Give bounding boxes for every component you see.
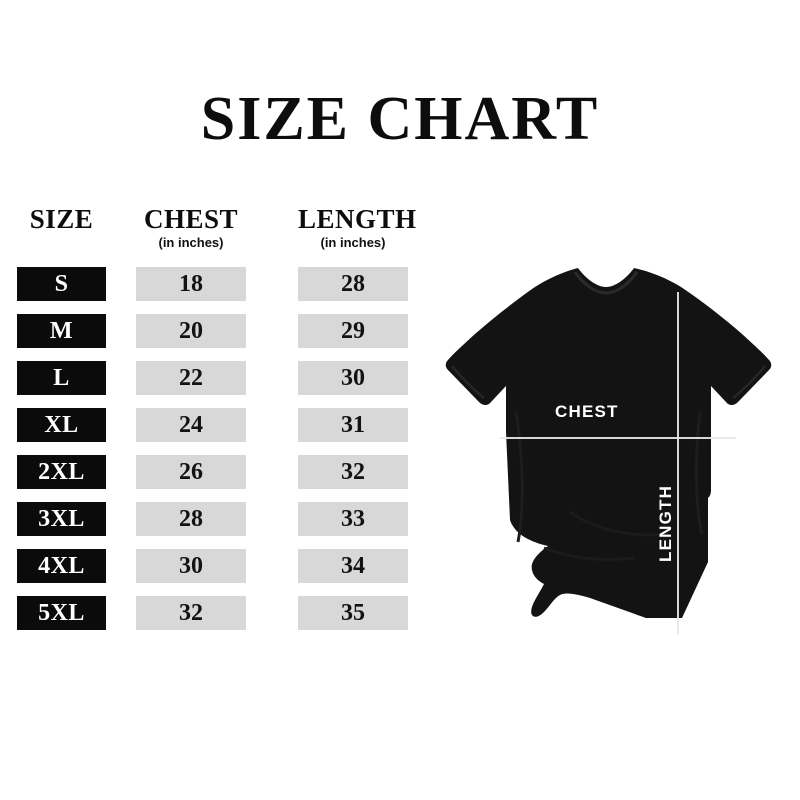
- cell-length: 29: [298, 314, 408, 348]
- tshirt-body: [445, 268, 772, 618]
- column-header-chest-units: (in inches): [158, 235, 224, 251]
- tshirt-knot-fold: [543, 546, 635, 561]
- table-row: S 18 28: [0, 267, 430, 314]
- table-row: 2XL 26 32: [0, 455, 430, 502]
- cell-size: XL: [17, 408, 106, 442]
- cell-chest: 26: [136, 455, 246, 489]
- cell-size: 4XL: [17, 549, 106, 583]
- cell-chest: 18: [136, 267, 246, 301]
- column-header-size-label: SIZE: [29, 204, 94, 234]
- tshirt-icon: [445, 263, 772, 634]
- table-row: L 22 30: [0, 361, 430, 408]
- table-header-row: SIZE CHEST (in inches) LENGTH (in inches…: [0, 205, 430, 267]
- tshirt-fold-left: [514, 411, 524, 543]
- cell-size: 5XL: [17, 596, 106, 630]
- table-row: XL 24 31: [0, 408, 430, 455]
- cell-chest: 20: [136, 314, 246, 348]
- column-header-length-units: (in inches): [320, 235, 386, 251]
- tshirt-fold-hem: [569, 510, 669, 537]
- cell-chest: 32: [136, 596, 246, 630]
- table-body: S 18 28 M 20 29 L 22 30 XL 24 31 2XL: [0, 267, 430, 643]
- cell-length: 33: [298, 502, 408, 536]
- tshirt-right-cuff: [732, 365, 766, 399]
- cell-size: L: [17, 361, 106, 395]
- cell-chest: 28: [136, 502, 246, 536]
- cell-length: 31: [298, 408, 408, 442]
- cell-chest: 22: [136, 361, 246, 395]
- tshirt-fold-right: [694, 411, 704, 535]
- cell-size: 3XL: [17, 502, 106, 536]
- table-row: 3XL 28 33: [0, 502, 430, 549]
- table-row: 5XL 32 35: [0, 596, 430, 643]
- tshirt-collar: [573, 271, 639, 295]
- cell-size: 2XL: [17, 455, 106, 489]
- column-header-length: LENGTH (in inches): [298, 204, 417, 251]
- tshirt-left-cuff: [451, 365, 485, 399]
- cell-chest: 30: [136, 549, 246, 583]
- cell-length: 32: [298, 455, 408, 489]
- cell-size: M: [17, 314, 106, 348]
- size-table: SIZE CHEST (in inches) LENGTH (in inches…: [0, 205, 430, 643]
- tshirt-neckline: [578, 263, 634, 287]
- table-row: M 20 29: [0, 314, 430, 361]
- column-header-length-label: LENGTH: [298, 204, 417, 234]
- chest-measure-label: CHEST: [555, 402, 619, 421]
- cell-length: 35: [298, 596, 408, 630]
- page-title: SIZE CHART: [200, 85, 600, 153]
- column-header-chest: CHEST (in inches): [136, 204, 246, 251]
- length-measure-label: LENGTH: [656, 484, 675, 562]
- table-row: 4XL 30 34: [0, 549, 430, 596]
- cell-length: 34: [298, 549, 408, 583]
- column-header-size: SIZE: [17, 205, 106, 236]
- cell-length: 30: [298, 361, 408, 395]
- cell-chest: 24: [136, 408, 246, 442]
- tshirt-figure: CHEST LENGTH: [420, 262, 790, 652]
- cell-size: S: [17, 267, 106, 301]
- column-header-chest-label: CHEST: [143, 204, 239, 234]
- cell-length: 28: [298, 267, 408, 301]
